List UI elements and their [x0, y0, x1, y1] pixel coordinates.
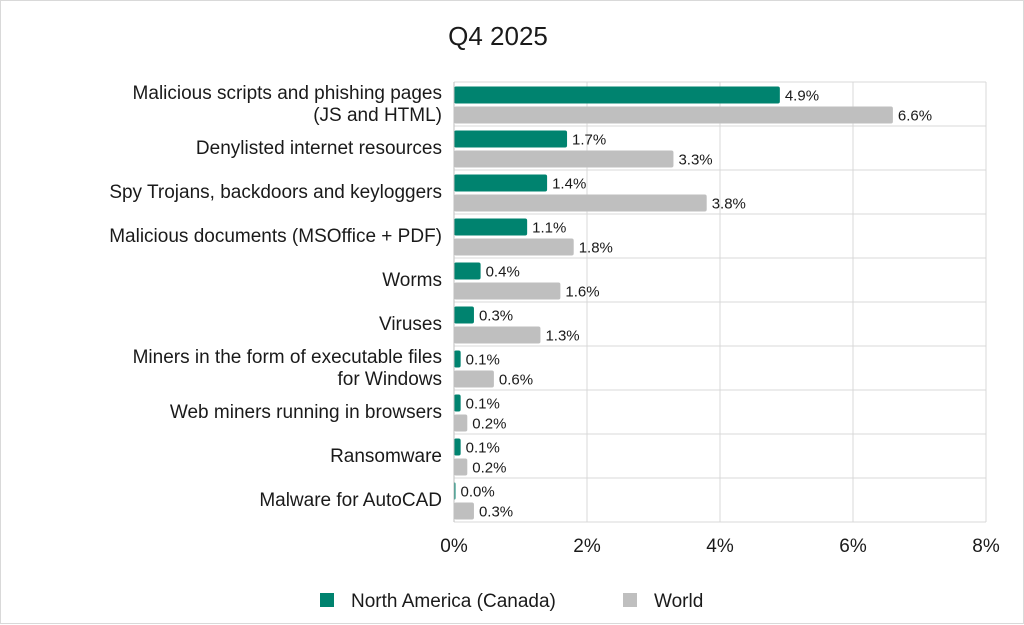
bar-world: [454, 370, 494, 388]
bar-world: [454, 106, 893, 124]
bar-world: [454, 458, 468, 476]
category-label: Denylisted internet resources: [196, 138, 442, 159]
bar-world: [454, 414, 468, 432]
bar-north-america: [454, 306, 474, 324]
category-label: Viruses: [379, 314, 442, 335]
category-label: Worms: [382, 270, 442, 291]
x-tick-label: 6%: [839, 536, 867, 557]
category-label: Miners in the form of executable files: [133, 347, 442, 368]
data-label: 0.2%: [472, 460, 506, 477]
bar-north-america: [454, 350, 461, 368]
bar-north-america: [454, 218, 528, 236]
data-label: 0.1%: [466, 396, 500, 413]
bar-world: [454, 326, 541, 344]
x-tick-label: 0%: [440, 536, 468, 557]
data-label: 0.1%: [466, 440, 500, 457]
bar-north-america: [454, 86, 780, 104]
category-label: Malware for AutoCAD: [259, 490, 442, 511]
category-label: Malicious documents (MSOffice + PDF): [109, 226, 442, 247]
data-label: 3.3%: [678, 152, 712, 169]
category-label: Malicious scripts and phishing pages: [133, 83, 442, 104]
data-label: 0.4%: [486, 264, 520, 281]
data-label: 6.6%: [898, 108, 932, 125]
data-label: 1.6%: [565, 284, 599, 301]
category-label: for Windows: [337, 369, 442, 390]
data-label: 3.8%: [712, 196, 746, 213]
data-label: 0.1%: [466, 352, 500, 369]
data-label: 4.9%: [785, 88, 819, 105]
axes: 0% 2% 4% 6% 8%: [440, 82, 1000, 557]
bar-world: [454, 502, 474, 520]
bar-north-america: [454, 438, 461, 456]
bar-north-america: [454, 262, 481, 280]
data-label: 0.3%: [479, 308, 513, 325]
legend-swatch-north-america: [320, 593, 334, 607]
x-tick-label: 2%: [573, 536, 601, 557]
bar-world: [454, 238, 574, 256]
x-tick-label: 4%: [706, 536, 734, 557]
x-tick-label: 8%: [972, 536, 1000, 557]
data-label: 0.6%: [499, 372, 533, 389]
bar-north-america: [454, 394, 461, 412]
data-label: 1.7%: [572, 132, 606, 149]
bar-world: [454, 150, 674, 168]
category-label: Web miners running in browsers: [170, 402, 442, 423]
bars: [454, 86, 893, 520]
data-label: 1.8%: [579, 240, 613, 257]
legend-label-north-america: North America (Canada): [351, 591, 556, 612]
data-label: 0.0%: [461, 484, 495, 501]
labels: 4.9% 6.6% Malicious scripts and phishing p…: [109, 83, 932, 521]
legend: North America (Canada) World: [320, 591, 703, 612]
category-label: (JS and HTML): [313, 105, 442, 126]
legend-swatch-world: [623, 593, 637, 607]
bar-world: [454, 194, 707, 212]
data-label: 1.4%: [552, 176, 586, 193]
data-label: 1.3%: [545, 328, 579, 345]
bar-north-america: [454, 174, 548, 192]
category-label: Spy Trojans, backdoors and keyloggers: [109, 182, 442, 203]
bar-north-america: [454, 130, 568, 148]
data-label: 0.3%: [479, 504, 513, 521]
category-label: Ransomware: [330, 446, 442, 467]
chart-title: Q4 2025: [448, 21, 548, 51]
bar-world: [454, 282, 561, 300]
data-label: 1.1%: [532, 220, 566, 237]
legend-label-world: World: [654, 591, 703, 612]
gridlines: [454, 81, 987, 523]
data-label: 0.2%: [472, 416, 506, 433]
